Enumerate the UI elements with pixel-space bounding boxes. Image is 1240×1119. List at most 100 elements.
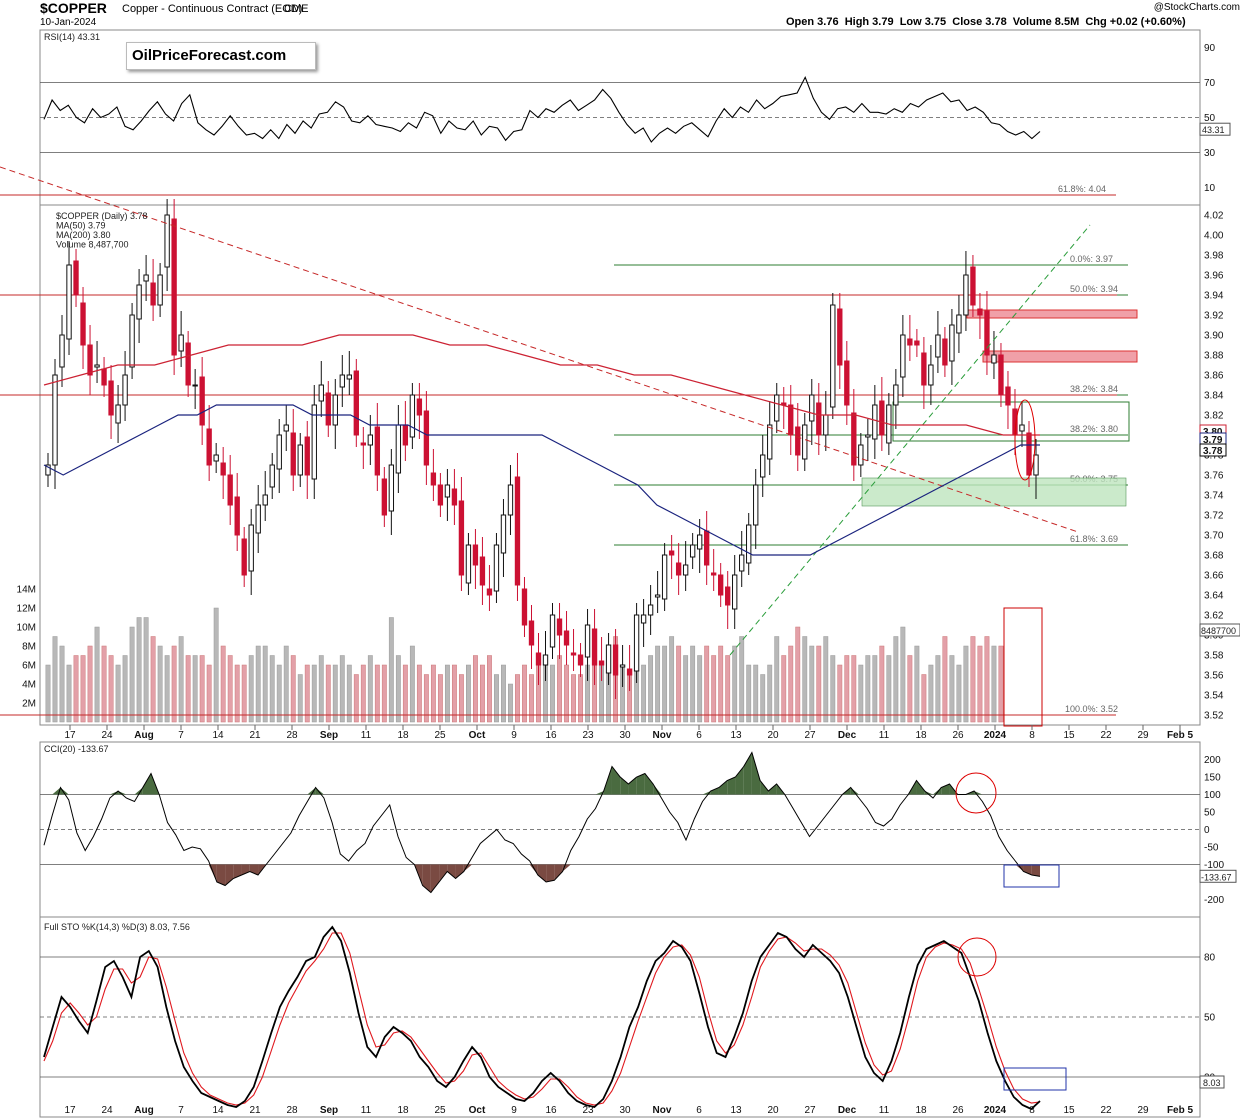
rsi-line bbox=[44, 77, 1040, 142]
price-y-tick: 3.96 bbox=[1204, 271, 1224, 282]
volume-bar bbox=[711, 656, 715, 723]
candle-body bbox=[908, 339, 912, 345]
candle-body bbox=[305, 437, 309, 475]
bottom-x-tick-label: 18 bbox=[915, 1105, 927, 1116]
candle-body bbox=[733, 575, 737, 609]
candle-body bbox=[915, 341, 919, 345]
volume-y-tick: 14M bbox=[17, 585, 36, 596]
candle-body bbox=[137, 285, 141, 319]
volume-bar bbox=[908, 656, 912, 723]
price-x-tick-label: 21 bbox=[249, 730, 261, 741]
fib-label: 50.0%: 3.94 bbox=[1070, 284, 1118, 294]
volume-bar bbox=[726, 656, 730, 723]
candle-body bbox=[789, 405, 793, 435]
cci-y-tick: -50 bbox=[1204, 843, 1219, 854]
volume-bar bbox=[445, 665, 449, 722]
cci-y-tick: 150 bbox=[1204, 773, 1221, 784]
price-y-tick: 3.52 bbox=[1204, 711, 1224, 722]
candle-body bbox=[375, 427, 379, 475]
volume-y-tick: 2M bbox=[22, 699, 36, 710]
candle-body bbox=[186, 343, 190, 385]
price-legend-item: Volume 8,487,700 bbox=[56, 240, 129, 250]
bottom-x-tick-label: Oct bbox=[469, 1105, 486, 1116]
volume-bar bbox=[824, 637, 828, 723]
cci-y-tick: 100 bbox=[1204, 790, 1221, 801]
volume-bar bbox=[109, 656, 113, 723]
volume-bar bbox=[747, 665, 751, 722]
bottom-x-tick-label: 11 bbox=[361, 1105, 372, 1116]
cci-panel-frame bbox=[40, 742, 1200, 917]
volume-bar bbox=[256, 646, 260, 722]
bottom-x-tick-label: Aug bbox=[134, 1105, 153, 1116]
price-x-tick-label: Dec bbox=[838, 730, 857, 741]
sto-panel-frame bbox=[40, 917, 1200, 1117]
cci-overbought-fill bbox=[752, 753, 760, 795]
bottom-x-tick-label: 2024 bbox=[984, 1105, 1007, 1116]
candle-body bbox=[53, 375, 57, 465]
candle-body bbox=[200, 377, 204, 425]
volume-bar bbox=[347, 665, 351, 722]
volume-bar bbox=[305, 665, 309, 722]
price-y-tick: 3.84 bbox=[1204, 391, 1224, 402]
volume-bar bbox=[466, 665, 470, 722]
candle-body bbox=[508, 485, 512, 515]
price-y-tick: 3.76 bbox=[1204, 471, 1224, 482]
price-y-tick: 3.88 bbox=[1204, 351, 1224, 362]
candle-body bbox=[1006, 387, 1010, 405]
declining-resistance-line bbox=[0, 167, 1078, 532]
bottom-x-tick-label: 25 bbox=[434, 1105, 446, 1116]
volume-bar bbox=[186, 656, 190, 723]
candle-body bbox=[873, 405, 877, 439]
volume-bar bbox=[116, 665, 120, 722]
candle-body bbox=[536, 653, 540, 665]
volume-bar bbox=[697, 656, 701, 723]
rsi-y-tick: 70 bbox=[1204, 78, 1216, 89]
candle-body bbox=[529, 621, 533, 645]
volume-bar bbox=[873, 656, 877, 723]
candle-body bbox=[60, 335, 64, 367]
bottom-x-tick-label: 11 bbox=[879, 1105, 890, 1116]
price-y-tick: 3.54 bbox=[1204, 691, 1224, 702]
candle-body bbox=[620, 665, 624, 667]
volume-y-tick: 10M bbox=[17, 623, 36, 634]
price-x-tick-label: 9 bbox=[511, 730, 517, 741]
volume-bar bbox=[95, 627, 99, 722]
candle-body bbox=[1034, 455, 1038, 475]
candle-body bbox=[1020, 425, 1024, 431]
volume-bar bbox=[277, 665, 281, 722]
volume-bar bbox=[74, 656, 78, 723]
candle-body bbox=[852, 413, 856, 465]
volume-bar bbox=[431, 665, 435, 722]
volume-bar bbox=[368, 656, 372, 723]
bottom-x-tick-label: 29 bbox=[1137, 1105, 1149, 1116]
candle-body bbox=[473, 545, 477, 565]
candle-body bbox=[564, 631, 568, 645]
rsi-y-tick: 30 bbox=[1204, 148, 1216, 159]
candle-body bbox=[999, 355, 1003, 395]
candle-body bbox=[550, 615, 554, 647]
price-x-tick-label: 11 bbox=[879, 730, 890, 741]
volume-bar bbox=[852, 656, 856, 723]
fib-label: 100.0%: 3.52 bbox=[1065, 704, 1118, 714]
volume-bar bbox=[866, 656, 870, 723]
volume-bar bbox=[235, 665, 239, 722]
volume-bar bbox=[957, 665, 961, 722]
volume-bar bbox=[887, 656, 891, 723]
fib-label: 38.2%: 3.84 bbox=[1070, 384, 1118, 394]
price-y-tick: 3.70 bbox=[1204, 531, 1224, 542]
volume-bar bbox=[719, 646, 723, 722]
price-y-tick: 3.90 bbox=[1204, 331, 1224, 342]
candle-body bbox=[964, 275, 968, 315]
volume-y-tick: 12M bbox=[17, 604, 36, 615]
volume-bar bbox=[655, 646, 659, 722]
volume-bar bbox=[838, 665, 842, 722]
candle-body bbox=[697, 535, 701, 549]
candle-body bbox=[284, 425, 288, 431]
bottom-x-tick-label: 6 bbox=[696, 1105, 702, 1116]
candle-body bbox=[957, 315, 961, 333]
candle-body bbox=[655, 595, 659, 597]
candle-body bbox=[662, 555, 666, 599]
candle-body bbox=[319, 385, 323, 401]
candle-body bbox=[641, 615, 645, 623]
price-x-tick-label: 13 bbox=[730, 730, 742, 741]
